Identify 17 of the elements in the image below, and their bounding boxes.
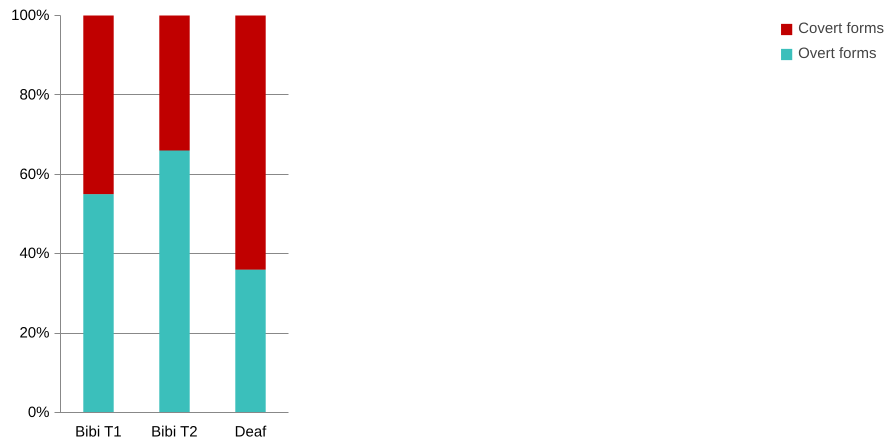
legend-label: Overt forms (798, 45, 876, 62)
bar (235, 16, 266, 270)
legend-label: Covert forms (798, 20, 884, 37)
x-tick-label: Bibi T2 (151, 424, 198, 440)
y-tick-label: 100% (11, 7, 50, 24)
bar (83, 194, 114, 412)
y-tick-label: 80% (19, 86, 50, 104)
y-tick-label: 40% (19, 245, 50, 262)
bar (235, 270, 266, 412)
bar (159, 16, 190, 150)
y-tick-label: 0% (28, 404, 50, 421)
x-tick-label: Bibi T1 (75, 424, 122, 440)
bar (83, 16, 114, 194)
bar (159, 150, 190, 412)
x-tick-label: Deaf (234, 424, 268, 440)
y-tick-label: 60% (19, 166, 50, 183)
y-tick-label: 20% (19, 324, 50, 342)
